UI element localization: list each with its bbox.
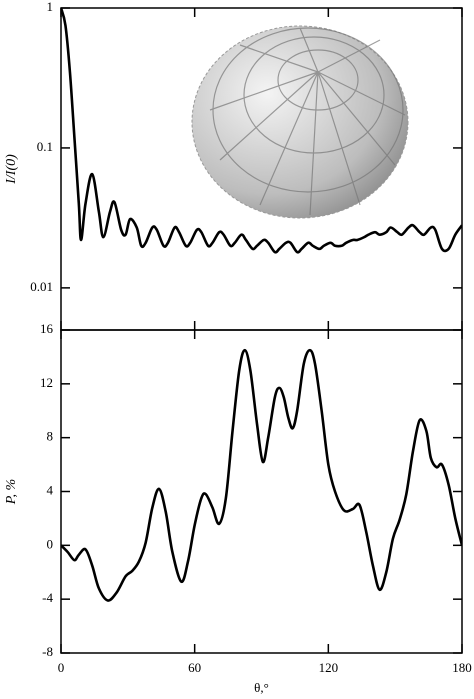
- x-tick-label: 0: [58, 660, 65, 675]
- x-tick-label: 120: [319, 660, 339, 675]
- data-line: [61, 348, 462, 602]
- series: [61, 8, 462, 254]
- y-tick-label: 1: [47, 0, 54, 14]
- y-tick-label: 0: [47, 536, 54, 551]
- particle-illustration: [191, 25, 409, 219]
- y-tick-label: -8: [42, 644, 53, 659]
- y-tick-label: 8: [47, 429, 54, 444]
- y-axis-label: I/I(0): [4, 154, 19, 185]
- x-tick-label: 180: [452, 660, 472, 675]
- y-tick-label: 4: [47, 482, 54, 497]
- y-tick-label: -4: [42, 590, 53, 605]
- y-tick-label: 0.1: [37, 139, 53, 154]
- data-line: [61, 8, 462, 254]
- series: [61, 348, 462, 602]
- y-tick-label: 16: [40, 321, 54, 336]
- plot-frame: [60, 329, 463, 654]
- y-tick-label: 0.01: [30, 279, 53, 294]
- y-axis-label: P, %: [4, 479, 19, 505]
- x-tick-label: 60: [188, 660, 201, 675]
- y-tick-label: 12: [40, 375, 53, 390]
- x-axis-label: θ,°: [254, 680, 269, 695]
